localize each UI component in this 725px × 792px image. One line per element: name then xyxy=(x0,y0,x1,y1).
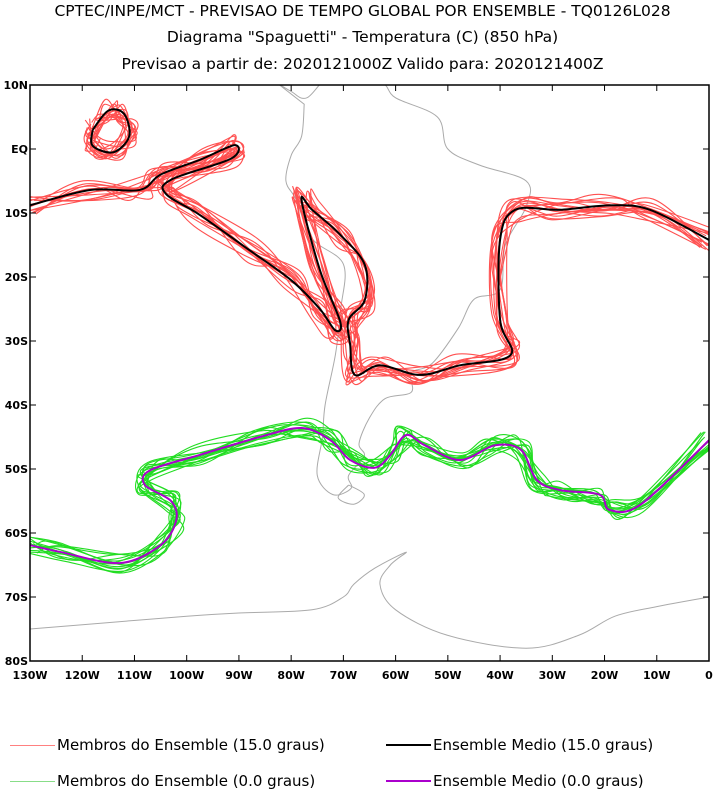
y-tick-label: 60S xyxy=(5,527,28,540)
y-tick-label: 30S xyxy=(5,335,28,348)
axis-ticks: 130W 120W 110W 100W 90W 80W 70W 60W 50W 40W 30W 20W… xyxy=(3,79,713,682)
y-tick-label: 40S xyxy=(5,399,28,412)
ensemble-member-line xyxy=(30,140,709,377)
ensemble-member-line xyxy=(30,424,704,574)
tierra-del-fuego-coastline xyxy=(337,484,365,505)
ensemble-member-line xyxy=(30,427,705,565)
ensemble-member-line xyxy=(30,429,709,567)
ensemble-member-line xyxy=(32,140,703,382)
ensemble-mean-line xyxy=(30,427,709,565)
legend-swatch xyxy=(10,780,55,782)
ensemble-member-line xyxy=(30,429,709,570)
legend-label: Membros do Ensemble (0.0 graus) xyxy=(57,772,316,790)
plot-frame xyxy=(29,84,710,662)
ensemble-member-line xyxy=(30,147,709,383)
ensemble-member-line xyxy=(30,148,709,377)
ensemble-member-line xyxy=(32,421,706,562)
legend-item-mean0: Ensemble Medio (0.0 graus) xyxy=(386,772,644,790)
legend-swatch xyxy=(386,780,431,782)
x-tick-label: 30W xyxy=(539,669,566,682)
y-tick-label: EQ xyxy=(11,143,28,156)
ensemble-member-line xyxy=(30,135,709,383)
ensemble-member-line xyxy=(83,118,139,160)
legend-label: Membros do Ensemble (15.0 graus) xyxy=(57,736,325,754)
coastlines xyxy=(30,85,709,649)
ensemble-member-line xyxy=(87,100,129,150)
contours xyxy=(30,98,709,574)
ensemble-member-line xyxy=(84,108,129,152)
y-tick-label: 70S xyxy=(5,591,28,604)
ensemble-member-line xyxy=(35,150,709,371)
legend-item-mean15: Ensemble Medio (15.0 graus) xyxy=(386,736,653,754)
title-line-1: CPTEC/INPE/MCT - PREVISAO DE TEMPO GLOBA… xyxy=(54,2,671,20)
y-tick-label: 10N xyxy=(3,79,28,92)
ensemble-member-line xyxy=(36,151,709,384)
ensemble-mean-line xyxy=(30,144,709,377)
x-tick-label: 100W xyxy=(169,669,204,682)
south-america-coastline xyxy=(278,85,532,496)
x-tick-label: 80W xyxy=(277,669,304,682)
legend-swatch xyxy=(10,744,55,746)
ensemble-member-line xyxy=(35,429,709,569)
x-tick-label: 60W xyxy=(382,669,409,682)
x-tick-label: 110W xyxy=(117,669,152,682)
ensemble-member-line xyxy=(33,146,702,375)
y-tick-label: 20S xyxy=(5,271,28,284)
ensemble-member-line xyxy=(30,417,709,568)
x-tick-label: 10W xyxy=(643,669,670,682)
x-tick-label: 90W xyxy=(225,669,252,682)
y-tick-label: 50S xyxy=(5,463,28,476)
x-tick-label: 50W xyxy=(434,669,461,682)
ensemble-member-line xyxy=(30,433,704,555)
ensemble-member-line xyxy=(86,111,138,158)
x-tick-label: 40W xyxy=(486,669,513,682)
ensemble-member-line xyxy=(36,427,709,557)
legend-item-member15: Membros do Ensemble (15.0 graus) xyxy=(10,736,325,754)
ensemble-member-line xyxy=(37,134,709,386)
legend-item-member0: Membros do Ensemble (0.0 graus) xyxy=(10,772,315,790)
x-tick-label: 0 xyxy=(705,669,713,682)
y-tick-label: 10S xyxy=(5,207,28,220)
ensemble-member-line xyxy=(33,151,707,385)
ensemble-member-line xyxy=(36,425,702,566)
x-tick-label: 120W xyxy=(65,669,100,682)
x-tick-label: 20W xyxy=(591,669,618,682)
ensemble-member-line xyxy=(84,104,137,155)
title-line-2: Diagrama "Spaguetti" - Temperatura (C) (… xyxy=(166,28,559,46)
title-line-3: Previsao a partir de: 2020121000Z Valido… xyxy=(121,55,604,73)
x-tick-label: 70W xyxy=(330,669,357,682)
x-tick-label: 130W xyxy=(12,669,47,682)
ensemble-member-line xyxy=(30,424,709,572)
ensemble-mean-line xyxy=(90,108,131,154)
antarctica-coastline xyxy=(30,551,709,649)
ensemble-member-line xyxy=(30,139,707,385)
legend-label: Ensemble Medio (0.0 graus) xyxy=(433,772,644,790)
ensemble-member-line xyxy=(30,430,709,565)
y-tick-label: 80S xyxy=(5,655,28,668)
legend-swatch xyxy=(386,744,431,746)
ensemble-member-line xyxy=(32,427,709,561)
ensemble-member-line xyxy=(30,140,709,371)
ensemble-member-line xyxy=(85,114,136,159)
legend-label: Ensemble Medio (15.0 graus) xyxy=(433,736,654,754)
